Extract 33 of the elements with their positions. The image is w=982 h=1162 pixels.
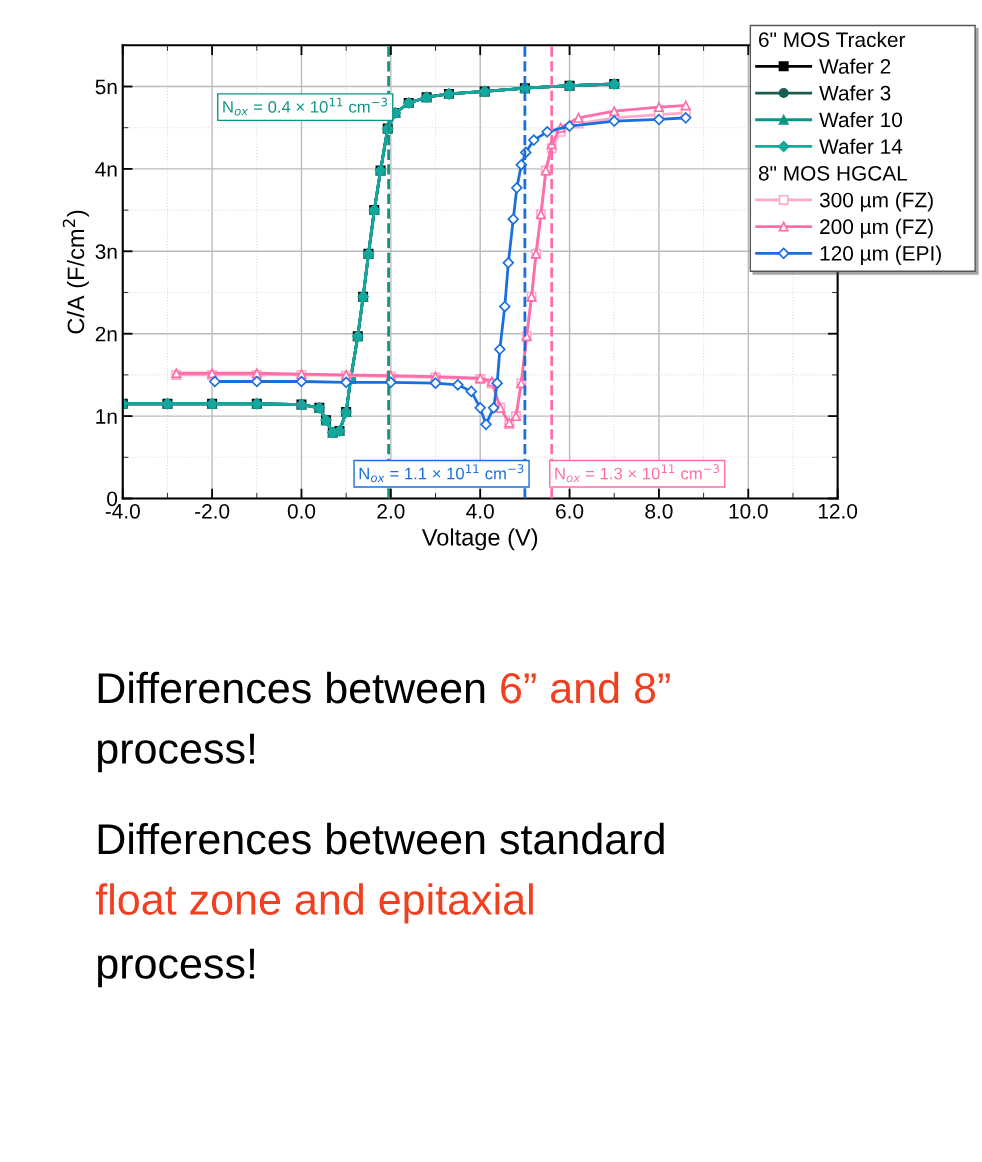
x-tick-label: 2.0 — [377, 503, 405, 519]
legend-label: 300 µm (FZ) — [819, 192, 933, 212]
text: 8" MOS HGCAL — [758, 165, 908, 181]
annotation: N$_{ox}$ = 1.3 × 10$^{11}$ cm$^{−3}$ — [555, 464, 720, 483]
x-tick-label: 6.0 — [556, 503, 584, 519]
y-tick-label: 5n — [95, 79, 117, 95]
text: 6" MOS Tracker — [759, 31, 906, 48]
text: float zone and epitaxial — [95, 883, 533, 924]
legend-label: Wafer 3 — [819, 85, 891, 101]
x-tick-label: 10.0 — [729, 503, 768, 519]
x-tick-label: 0.0 — [287, 503, 316, 519]
x-tick-label: 4.0 — [466, 503, 494, 519]
x-tick-label: 8.0 — [645, 503, 673, 519]
text: process! — [98, 733, 255, 773]
y-tick-label: 4n — [95, 162, 117, 177]
legend-label: Wafer 10 — [819, 111, 903, 128]
legend-label: Wafer 14 — [819, 138, 903, 154]
x-tick-label: -2.0 — [195, 503, 230, 519]
legend-label: 120 µm (EPI) — [820, 245, 941, 265]
y-tick-label: 2n — [95, 326, 117, 342]
annotation: N$_{ox}$ = 0.4 × 10$^{11}$ cm$^{−3}$ — [223, 97, 388, 116]
y-axis-title: C/A (F/cm$^{2}$) — [62, 210, 89, 334]
text: Differences between — [98, 671, 485, 704]
y-tick-label: 1n — [96, 409, 117, 424]
legend-label: Wafer 2 — [819, 58, 891, 74]
text: Differences between standard — [98, 822, 664, 855]
text: 6” and 8” — [501, 671, 670, 704]
legend-label: 200 µm (FZ) — [820, 218, 933, 239]
text: process! — [98, 948, 255, 988]
annotation: N$_{ox}$ = 1.1 × 10$^{11}$ cm$^{−3}$ — [359, 464, 524, 483]
x-tick-label: 12.0 — [818, 503, 858, 519]
x-axis-title: Voltage (V) — [421, 528, 538, 551]
y-tick-label: 3n — [95, 244, 117, 260]
